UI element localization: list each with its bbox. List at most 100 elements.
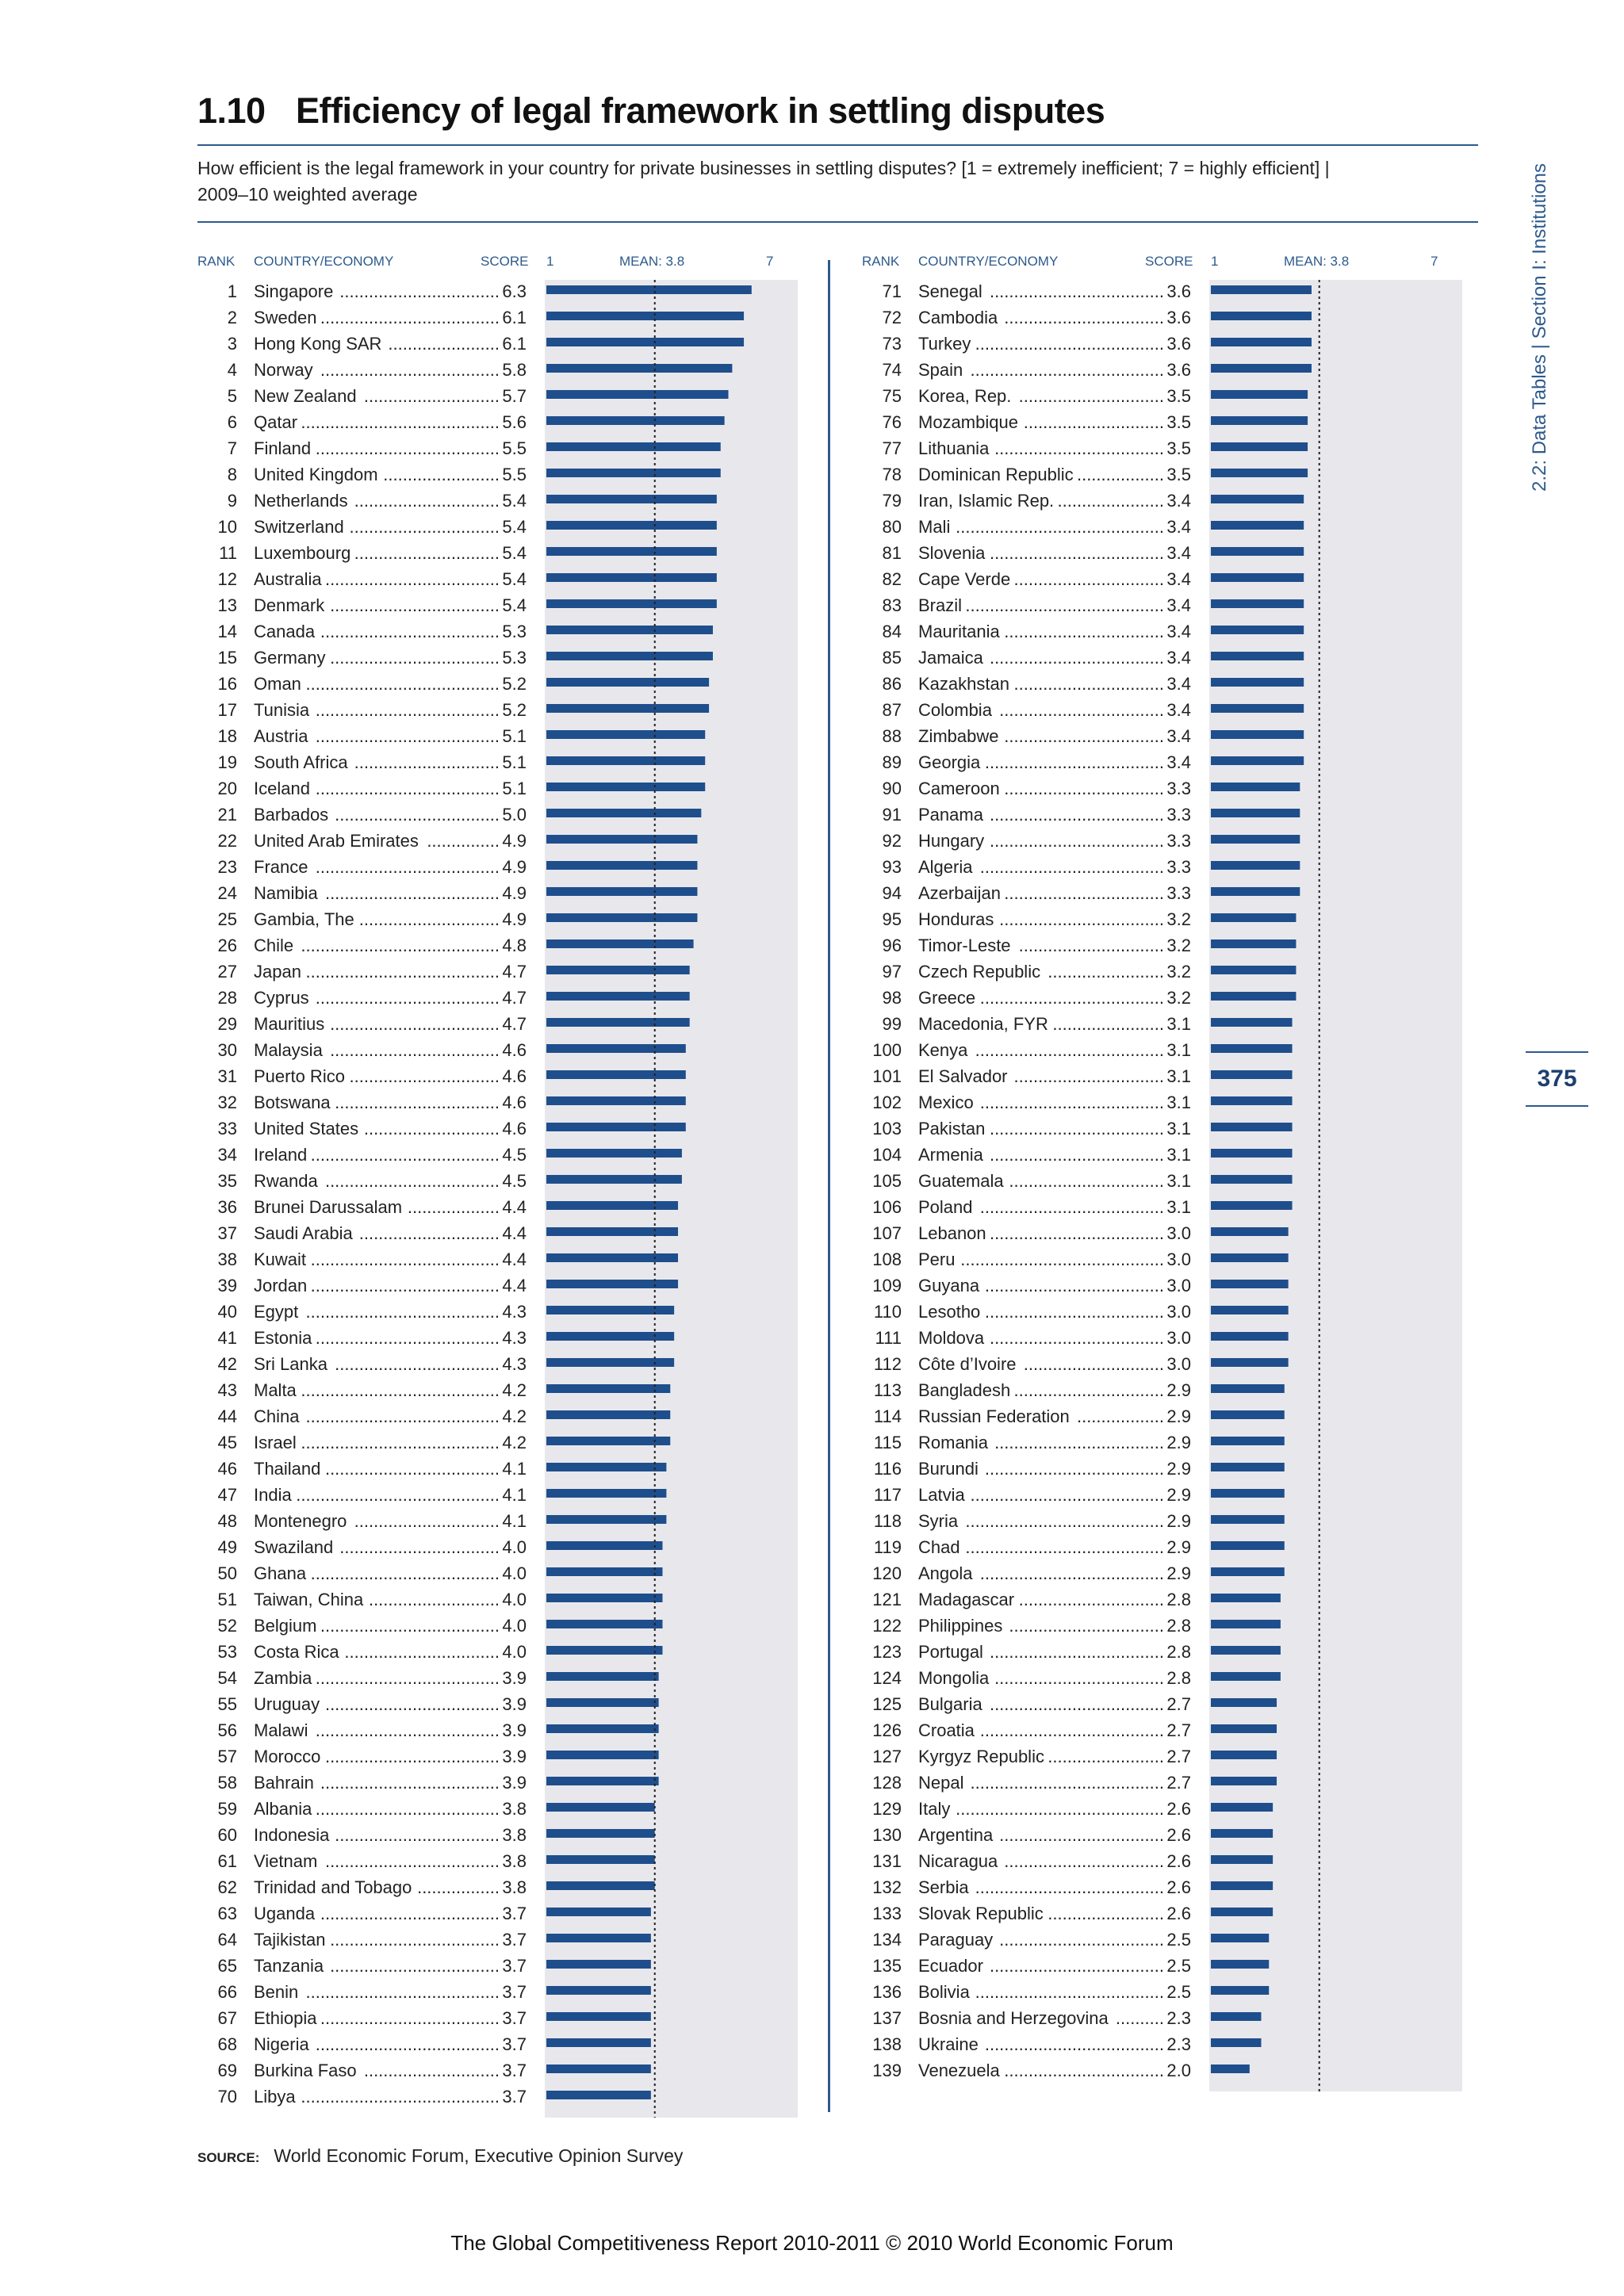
score-label: 2.6	[1166, 1851, 1191, 1871]
rank-label: 127	[872, 1747, 902, 1766]
rank-label: 65	[218, 1956, 237, 1976]
table-row: 34 Ireland...............................…	[218, 1145, 682, 1165]
bar	[1211, 1123, 1293, 1131]
score-label: 3.3	[1166, 779, 1191, 798]
table-row: 45 Israel................................…	[218, 1433, 671, 1452]
country-label: Tajikistan	[254, 1930, 325, 1950]
table-row: 88 Zimbabwe..............................…	[883, 726, 1304, 746]
table-row: 10 Switzerland...........................…	[218, 517, 717, 537]
score-label: 2.5	[1166, 1982, 1191, 2002]
bar	[546, 469, 721, 477]
dot-leader: ...............................	[1014, 1066, 1164, 1086]
dot-leader: .......................	[388, 334, 500, 354]
dot-leader: ....................................	[325, 1747, 500, 1766]
country-label: Saudi Arabia	[254, 1223, 354, 1243]
dot-leader: ........................................…	[301, 412, 500, 432]
country-label: Argentina	[918, 1825, 994, 1845]
country-label: Lithuania	[918, 438, 990, 458]
rank-label: 27	[218, 962, 237, 982]
table-row: 60 Indonesia.............................…	[218, 1825, 655, 1845]
dot-leader: .....................................	[320, 622, 500, 641]
page-number: 375	[1537, 1066, 1577, 1092]
table-row: 50 Ghana.................................…	[218, 1563, 663, 1583]
country-label: Honduras	[918, 909, 994, 929]
score-label: 2.8	[1166, 1616, 1191, 1636]
country-label: Ecuador	[918, 1956, 983, 1976]
table-row: 46 Thailand..............................…	[218, 1459, 667, 1479]
country-label: United Arab Emirates	[254, 831, 419, 851]
table-row: 54 Zambia................................…	[218, 1668, 659, 1688]
bar	[1211, 338, 1312, 346]
country-label: El Salvador	[918, 1066, 1008, 1086]
rank-label: 56	[218, 1720, 237, 1740]
score-label: 3.0	[1166, 1249, 1191, 1269]
country-label: Cambodia	[918, 308, 998, 327]
score-label: 4.0	[502, 1616, 527, 1636]
source-text: World Economic Forum, Executive Opinion …	[274, 2145, 684, 2166]
dot-leader: ....................................	[990, 648, 1164, 668]
table-row: 80 Mali..................................…	[883, 517, 1304, 537]
title-rule	[197, 144, 1478, 146]
country-label: Israel	[254, 1433, 297, 1452]
bar	[546, 704, 710, 713]
dot-leader: ......................................	[316, 1668, 500, 1688]
table-row: 42 Sri Lanka.............................…	[218, 1354, 675, 1374]
country-label: New Zealand	[254, 386, 357, 406]
dot-leader: ....................................	[325, 883, 500, 903]
score-label: 2.9	[1166, 1406, 1191, 1426]
bar	[1211, 913, 1297, 922]
table-row: 135 Ecuador..............................…	[872, 1956, 1270, 1976]
bar	[1211, 364, 1312, 373]
bar	[1211, 1410, 1285, 1419]
dot-leader: .......................................	[311, 1145, 500, 1165]
score-label: 2.7	[1166, 1720, 1191, 1740]
table-row: 30 Malaysia..............................…	[218, 1040, 686, 1060]
rank-label: 128	[872, 1773, 902, 1793]
dot-leader: ....................................	[325, 1694, 500, 1714]
bar	[1211, 704, 1304, 713]
dot-leader: ...............................	[1014, 1380, 1164, 1400]
country-label: Turkey	[918, 334, 971, 354]
country-label: Bangladesh	[918, 1380, 1010, 1400]
table-row: 8 United Kingdom........................ 5…	[228, 465, 721, 484]
rank-label: 78	[883, 465, 902, 484]
score-label: 3.4	[1166, 752, 1191, 772]
country-label: Zimbabwe	[918, 726, 998, 746]
table-row: 113 Bangladesh...........................…	[874, 1380, 1285, 1400]
country-label: Madagascar	[918, 1590, 1014, 1609]
rank-label: 33	[218, 1119, 237, 1138]
table-row: 128 Nepal................................…	[872, 1773, 1277, 1793]
table-row: 91 Panama................................…	[883, 805, 1300, 825]
score-label: 3.4	[1166, 622, 1191, 641]
bar	[546, 2064, 651, 2073]
country-label: Tunisia	[254, 700, 310, 720]
rank-label: 81	[883, 543, 902, 563]
bar	[1211, 1384, 1285, 1393]
rank-label: 115	[874, 1433, 902, 1452]
rank-label: 87	[883, 700, 902, 720]
table-row: 77 Lithuania.............................…	[883, 438, 1308, 458]
dot-leader: ....................................	[990, 1694, 1164, 1714]
score-label: 4.3	[502, 1302, 527, 1322]
dot-leader: .......................	[1052, 1014, 1164, 1034]
score-label: 3.7	[502, 2087, 527, 2107]
country-label: Denmark	[254, 595, 325, 615]
dot-leader: ..............................	[354, 1511, 500, 1531]
score-label: 4.4	[502, 1276, 527, 1295]
dot-leader: .............................	[1024, 1354, 1164, 1374]
rank-label: 77	[883, 438, 902, 458]
country-label: Ghana	[254, 1563, 307, 1583]
country-label: Japan	[254, 962, 301, 982]
table-row: 35 Rwanda................................…	[218, 1171, 682, 1191]
rank-label: 105	[872, 1171, 902, 1191]
score-label: 4.1	[502, 1459, 527, 1479]
dot-leader: .....................................	[985, 1459, 1164, 1479]
rank-label: 86	[883, 674, 902, 694]
dot-leader: .....................................	[320, 308, 500, 327]
dot-leader: ....................................	[990, 281, 1164, 301]
country-label: Bulgaria	[918, 1694, 982, 1714]
score-label: 2.9	[1166, 1380, 1191, 1400]
dot-leader: ...................................	[994, 438, 1164, 458]
score-label: 3.4	[1166, 700, 1191, 720]
country-label: Nigeria	[254, 2034, 309, 2054]
